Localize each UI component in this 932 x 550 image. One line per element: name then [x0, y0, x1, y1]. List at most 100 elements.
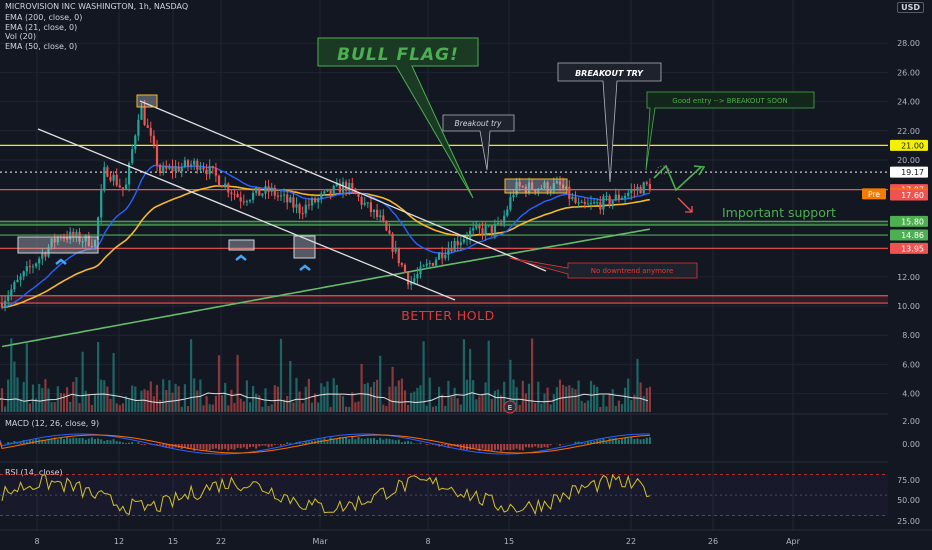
volume-bar[interactable]	[59, 393, 62, 412]
candle[interactable]	[304, 199, 307, 218]
volume-bar[interactable]	[351, 392, 354, 412]
candle[interactable]	[298, 202, 301, 220]
candle[interactable]	[478, 223, 481, 235]
candle[interactable]	[118, 178, 121, 189]
macd-bar[interactable]	[332, 438, 335, 444]
macd-bar[interactable]	[413, 443, 416, 444]
candle[interactable]	[422, 264, 425, 267]
time-axis[interactable]: 8 12 15 22 Mar 8 15 22 26 Apr	[0, 529, 932, 550]
macd-bar[interactable]	[326, 439, 329, 444]
channel-upper-line[interactable]	[139, 100, 547, 272]
macd-bar[interactable]	[475, 444, 478, 449]
candle[interactable]	[589, 195, 593, 210]
volume-bar[interactable]	[332, 378, 335, 412]
macd-bar[interactable]	[645, 437, 648, 444]
macd-bar[interactable]	[382, 439, 385, 444]
candle[interactable]	[441, 246, 444, 265]
volume-bar[interactable]	[258, 395, 261, 412]
volume-bar[interactable]	[382, 404, 385, 412]
volume-bar[interactable]	[50, 402, 53, 412]
candle[interactable]	[193, 158, 196, 171]
candle[interactable]	[456, 235, 459, 251]
macd-bar[interactable]	[90, 437, 93, 444]
candle[interactable]	[273, 184, 276, 200]
macd-bar[interactable]	[559, 444, 561, 446]
candle[interactable]	[338, 178, 341, 193]
volume-bar[interactable]	[512, 379, 515, 412]
candle[interactable]	[642, 181, 645, 196]
macd-bar[interactable]	[261, 444, 264, 446]
bull-flag-callout[interactable]	[317, 37, 479, 199]
projection-green-path[interactable]	[653, 164, 702, 192]
volume-bar[interactable]	[90, 404, 93, 412]
volume-bar[interactable]	[0, 388, 4, 412]
candle[interactable]	[577, 197, 580, 208]
candle[interactable]	[317, 196, 320, 209]
candle[interactable]	[500, 219, 503, 227]
currency-badge[interactable]: USD	[897, 2, 924, 13]
volume-bar[interactable]	[227, 405, 230, 412]
candle[interactable]	[171, 159, 174, 179]
macd-bar[interactable]	[13, 440, 16, 444]
macd-bar[interactable]	[84, 439, 87, 444]
volume-bar[interactable]	[431, 406, 434, 412]
macd-bar[interactable]	[230, 444, 233, 450]
macd-bar[interactable]	[205, 444, 208, 451]
volume-bar[interactable]	[354, 402, 357, 412]
candle[interactable]	[645, 180, 648, 186]
volume-bar[interactable]	[348, 406, 351, 412]
candle[interactable]	[593, 198, 596, 205]
candle[interactable]	[565, 186, 568, 190]
volume-bar[interactable]	[273, 385, 276, 412]
volume-bar[interactable]	[475, 399, 478, 412]
candle[interactable]	[16, 274, 19, 283]
candle[interactable]	[162, 161, 165, 176]
macd-bar[interactable]	[140, 444, 143, 445]
macd-bar[interactable]	[245, 444, 248, 450]
macd-bar[interactable]	[106, 439, 109, 444]
macd-bar[interactable]	[69, 438, 72, 444]
volume-bar[interactable]	[190, 339, 193, 412]
volume-bar[interactable]	[441, 394, 444, 412]
volume-bar[interactable]	[428, 377, 431, 412]
macd-bar[interactable]	[450, 444, 453, 447]
volume-bar[interactable]	[301, 403, 304, 412]
macd-bar[interactable]	[273, 444, 276, 445]
candle[interactable]	[62, 233, 66, 242]
volume-bar[interactable]	[267, 406, 270, 412]
candle[interactable]	[605, 191, 608, 201]
candle[interactable]	[307, 198, 310, 210]
macd-bar[interactable]	[379, 437, 382, 444]
volume-bar[interactable]	[186, 405, 190, 412]
volume-bar[interactable]	[162, 379, 165, 412]
volume-bar[interactable]	[465, 379, 469, 412]
volume-bar[interactable]	[22, 381, 25, 412]
macd-bar[interactable]	[109, 440, 112, 444]
candle[interactable]	[155, 139, 159, 172]
candle[interactable]	[351, 177, 354, 194]
macd-bar[interactable]	[590, 441, 592, 444]
candle[interactable]	[310, 196, 314, 211]
candle[interactable]	[81, 238, 84, 248]
candle[interactable]	[227, 182, 230, 198]
macd-bar[interactable]	[410, 441, 413, 444]
macd-bar[interactable]	[534, 444, 537, 447]
volume-bar[interactable]	[379, 355, 382, 412]
candle[interactable]	[7, 290, 10, 307]
macd-bar[interactable]	[242, 444, 245, 448]
candle[interactable]	[165, 160, 168, 172]
candle[interactable]	[394, 240, 397, 254]
candle[interactable]	[534, 188, 537, 196]
price-label-tag[interactable]: 13.95	[890, 242, 928, 254]
volume-bar[interactable]	[372, 381, 376, 412]
macd-bar[interactable]	[131, 441, 134, 444]
macd-bar[interactable]	[143, 444, 146, 446]
volume-bar[interactable]	[248, 402, 252, 412]
macd-bar[interactable]	[286, 442, 289, 444]
macd-bar[interactable]	[605, 440, 608, 444]
macd-bar[interactable]	[630, 436, 633, 444]
candle[interactable]	[112, 171, 115, 186]
candle[interactable]	[121, 187, 124, 197]
macd-bar[interactable]	[338, 437, 341, 444]
highlight-box[interactable]	[136, 94, 158, 108]
